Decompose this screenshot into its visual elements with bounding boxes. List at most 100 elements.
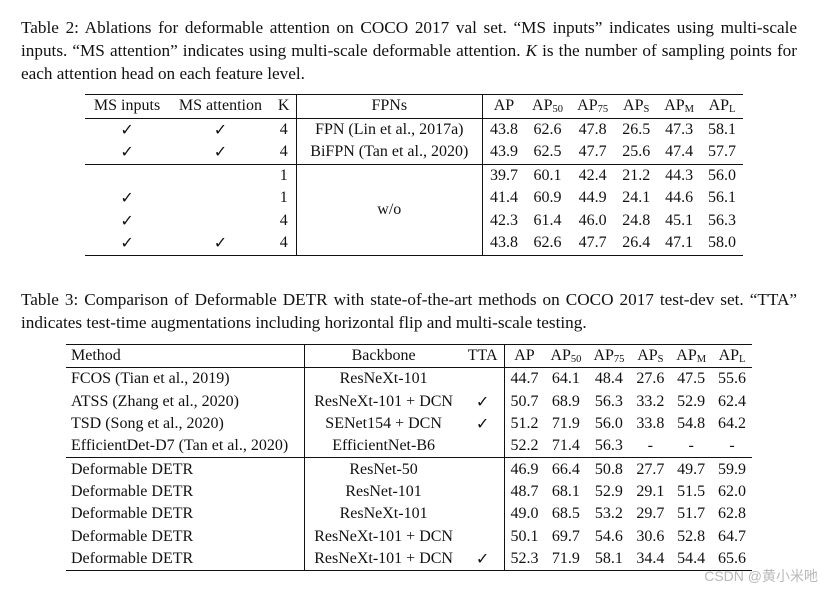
- ms-inputs-cell: ✓: [120, 190, 134, 208]
- ap75-cell: 46.0: [578, 211, 607, 229]
- apl-cell: 59.9: [718, 460, 747, 478]
- table2-caption: Table 2: Ablations for deformable attent…: [21, 16, 797, 85]
- table2-header-row: MS inputs MS attention K FPNs AP AP50 AP…: [85, 94, 743, 119]
- table-row: ✓ ✓ 4 FPN (Lin et al., 2017a) 43.8 62.6 47.8 26…: [85, 118, 743, 141]
- aps-cell: 33.2: [636, 392, 665, 410]
- table2-caption-part2: is the number of sampling points for eac…: [21, 41, 797, 83]
- ap75-cell: 56.3: [587, 435, 631, 459]
- ap50-cell: 62.6: [533, 120, 562, 138]
- table-row: FCOS (Tian et al., 2019) ResNeXt-101 44.7 6…: [66, 367, 752, 391]
- apl-cell: 62.8: [718, 505, 747, 523]
- table2-caption-part1: Table 2: Ablations for deformable attent…: [21, 18, 797, 60]
- table-row: TSD (Song et al., 2020) SENet154 + DCN ✓ 51…: [66, 412, 752, 436]
- table-row: Deformable DETR ResNeXt-101 49.0 68.5 53.2 29…: [66, 503, 752, 526]
- ap-cell: 49.0: [510, 505, 539, 523]
- aps-cell: 29.7: [636, 505, 665, 523]
- k-cell: 1: [271, 164, 297, 187]
- ap-cell: 41.4: [489, 189, 518, 207]
- col-ap50: AP50: [524, 94, 571, 119]
- backbone-cell: SENet154 + DCN: [325, 415, 442, 433]
- aps-cell: 21.2: [622, 166, 651, 184]
- ap50-cell: 61.4: [533, 211, 562, 229]
- apl-cell: 56.0: [708, 166, 737, 184]
- col-apl: APL: [701, 94, 743, 119]
- ms-inputs-cell: ✓: [120, 235, 134, 253]
- ap75-cell: 53.2: [594, 505, 623, 523]
- ap75-cell: 47.7: [578, 234, 607, 252]
- table-row: ATSS (Zhang et al., 2020) ResNeXt-101 + D…: [66, 390, 752, 413]
- aps-cell: 27.7: [636, 460, 665, 478]
- backbone-cell: ResNeXt-101: [339, 505, 428, 523]
- ap75-cell: 56.3: [594, 392, 623, 410]
- ap75-cell: 47.8: [578, 120, 607, 138]
- table-row: Deformable DETR ResNeXt-101 + DCN ✓ 52.3 71.…: [66, 547, 752, 571]
- apl-cell: -: [712, 435, 752, 459]
- table-row: ✓ 4 42.3 61.4 46.0 24.8 45.1 56.3: [85, 209, 743, 232]
- ap50-cell: 68.1: [551, 482, 580, 500]
- ap50-cell: 71.4: [544, 435, 588, 459]
- k-cell: 4: [271, 118, 297, 141]
- table-row: Deformable DETR ResNet-50 46.9 66.4 50.8 27.7…: [66, 457, 752, 481]
- apl-cell: 65.6: [718, 549, 747, 567]
- backbone-cell: ResNeXt-101 + DCN: [314, 392, 453, 410]
- method-cell: FCOS (Tian et al., 2019): [66, 367, 306, 391]
- ms-attention-cell: ✓: [169, 141, 272, 165]
- ap-cell: 43.8: [489, 234, 518, 252]
- ap50-cell: 69.7: [551, 527, 580, 545]
- tta-cell: [461, 435, 505, 459]
- col-aps: APS: [630, 344, 671, 369]
- col-k: K: [271, 94, 297, 119]
- backbone-cell: ResNet-101: [345, 482, 422, 500]
- method-cell: Deformable DETR: [66, 547, 306, 571]
- tta-cell: ✓: [461, 412, 505, 436]
- col-ms-attention: MS attention: [169, 94, 272, 119]
- ap50-cell: 60.9: [533, 189, 562, 207]
- apl-cell: 56.1: [708, 189, 737, 207]
- col-tta: TTA: [461, 344, 505, 369]
- apl-cell: 64.2: [718, 415, 747, 433]
- ap-cell: 50.1: [510, 527, 539, 545]
- ms-attention-cell: [169, 187, 272, 210]
- apl-cell: 57.7: [701, 141, 743, 165]
- col-ap: AP: [482, 94, 525, 119]
- method-cell: TSD (Song et al., 2020): [66, 412, 306, 436]
- aps-cell: 33.8: [636, 415, 665, 433]
- apm-cell: 54.8: [677, 415, 706, 433]
- table-row: ✓ ✓ 4 43.8 62.6 47.7 26.4 47.1 58.0: [85, 232, 743, 255]
- ap75-cell: 56.0: [594, 415, 623, 433]
- col-backbone: Backbone: [304, 344, 462, 369]
- ap75-cell: 48.4: [594, 370, 623, 388]
- fpn-cell: BiFPN (Tan et al., 2020): [296, 141, 483, 165]
- ap-cell: 43.8: [489, 120, 518, 138]
- method-cell: Deformable DETR: [66, 525, 306, 548]
- table-row: ✓ 1 41.4 60.9 44.9 24.1 44.6 56.1: [85, 187, 743, 210]
- ap-cell: 43.9: [482, 141, 525, 165]
- aps-cell: -: [630, 435, 671, 459]
- table3-caption: Table 3: Comparison of Deformable DETR w…: [21, 290, 797, 332]
- col-aps: APS: [615, 94, 658, 119]
- ap50-cell: 64.1: [551, 370, 580, 388]
- aps-cell: 26.4: [622, 234, 651, 252]
- tta-cell: [461, 367, 505, 391]
- fpn-wo-cell: w/o: [296, 164, 483, 255]
- ap50-cell: 62.6: [533, 234, 562, 252]
- table2-caption-k: K: [525, 41, 538, 60]
- col-fpns: FPNs: [296, 94, 483, 119]
- method-cell: Deformable DETR: [66, 480, 306, 504]
- apm-cell: 47.5: [677, 370, 706, 388]
- col-ap: AP: [504, 344, 545, 369]
- method-cell: Deformable DETR: [66, 457, 306, 481]
- col-apm: APM: [670, 344, 713, 369]
- col-apm: APM: [657, 94, 702, 119]
- watermark: CSDN @黄小米吔: [704, 568, 818, 584]
- apl-cell: 56.3: [708, 211, 737, 229]
- ms-attention-cell: [169, 164, 272, 187]
- backbone-cell: ResNeXt-101 + DCN: [314, 549, 453, 567]
- tta-cell: ✓: [461, 547, 505, 571]
- ap50-cell: 68.5: [551, 505, 580, 523]
- apl-cell: 62.4: [718, 392, 747, 410]
- method-cell: EfficientDet-D7 (Tan et al., 2020): [66, 435, 306, 459]
- col-method: Method: [66, 344, 306, 369]
- aps-cell: 25.6: [615, 141, 658, 165]
- apm-cell: 52.9: [677, 392, 706, 410]
